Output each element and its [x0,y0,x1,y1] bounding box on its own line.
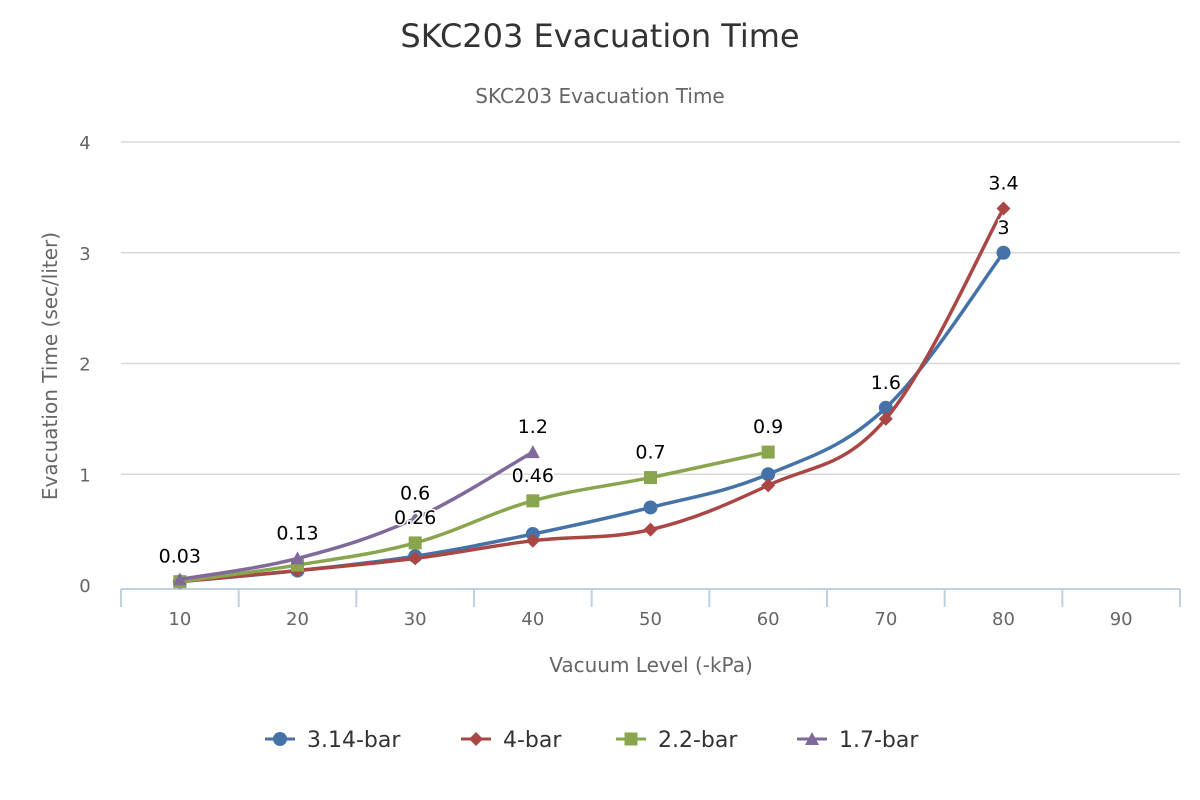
data-point [761,467,776,482]
legend-item[interactable]: 3.14-bar [265,728,401,753]
data-label: 0.03 [159,546,201,568]
y-tick-label: 4 [79,133,90,154]
x-tick-label: 30 [404,609,427,630]
series-line [178,206,1006,584]
grid [121,141,1180,475]
legend-marker-icon [805,732,819,745]
data-point [761,445,775,459]
data-label: 0.46 [512,465,554,487]
data-point [761,478,776,493]
y-tick-label: 3 [79,244,90,265]
x-tick-label: 90 [1110,609,1133,630]
legend-marker-icon [624,732,638,746]
x-axis-label: Vacuum Level (-kPa) [549,653,753,677]
data-point [644,471,657,485]
data-labels: 0.03 0.13 0.60.26 1.2 0.46 0.7 0.9 1.6 3.4 3 [157,171,1020,569]
data-label: 1.6 [871,372,901,394]
legend-label: 2.2-bar [658,728,738,753]
data-point [408,551,423,566]
data-point [996,201,1011,216]
data-point [526,494,540,508]
data-point [290,551,305,565]
data-point [643,522,658,537]
data-point [878,411,893,426]
x-tick-label: 10 [168,609,191,630]
x-tick-label: 60 [757,609,780,630]
x-axis: 10 20 30 40 50 60 70 80 90 [120,588,1181,630]
legend-marker-icon [469,732,483,746]
series-line [178,450,535,582]
series-1-7-bar [172,445,540,586]
series-line [178,450,770,584]
y-tick-label: 2 [79,355,90,376]
series-layer [172,201,1011,589]
x-tick-label: 40 [521,609,544,630]
chart-subtitle: SKC203 Evacuation Time [475,84,724,108]
data-label: 1.2 [518,416,548,438]
x-tick-label: 70 [874,609,897,630]
legend-label: 4-bar [503,728,562,753]
x-tick-label: 20 [286,609,309,630]
data-label: 0.7 [635,442,665,464]
y-axis: 0 1 2 3 4 [79,133,90,597]
legend: 3.14-bar 4-bar 2.2-bar 1.7-bar [265,728,919,753]
legend-item[interactable]: 2.2-bar [616,728,738,753]
data-point [172,572,187,586]
data-label: 0.26 [394,507,436,529]
legend-label: 1.7-bar [839,728,919,753]
data-point [878,400,893,415]
data-label: 0.6 [400,483,430,505]
data-point [996,245,1011,260]
data-label: 0.9 [753,416,783,438]
data-point [408,536,422,550]
x-tick-label: 50 [639,609,662,630]
legend-item[interactable]: 4-bar [461,728,562,753]
data-label: 3 [997,217,1009,239]
legend-item[interactable]: 1.7-bar [797,728,919,753]
data-point [643,500,658,515]
chart-title: SKC203 Evacuation Time [400,17,799,55]
y-tick-label: 1 [79,465,90,486]
y-axis-label: Evacuation Time (sec/liter) [38,232,62,500]
data-point [525,533,540,548]
x-tick-label: 80 [992,609,1015,630]
data-point [525,445,540,459]
data-point [408,511,423,525]
legend-marker-icon [273,732,287,746]
y-tick-label: 0 [79,576,90,597]
data-label: 3.4 [988,172,1018,194]
legend-label: 3.14-bar [307,728,401,753]
data-label: 0.13 [276,522,318,544]
